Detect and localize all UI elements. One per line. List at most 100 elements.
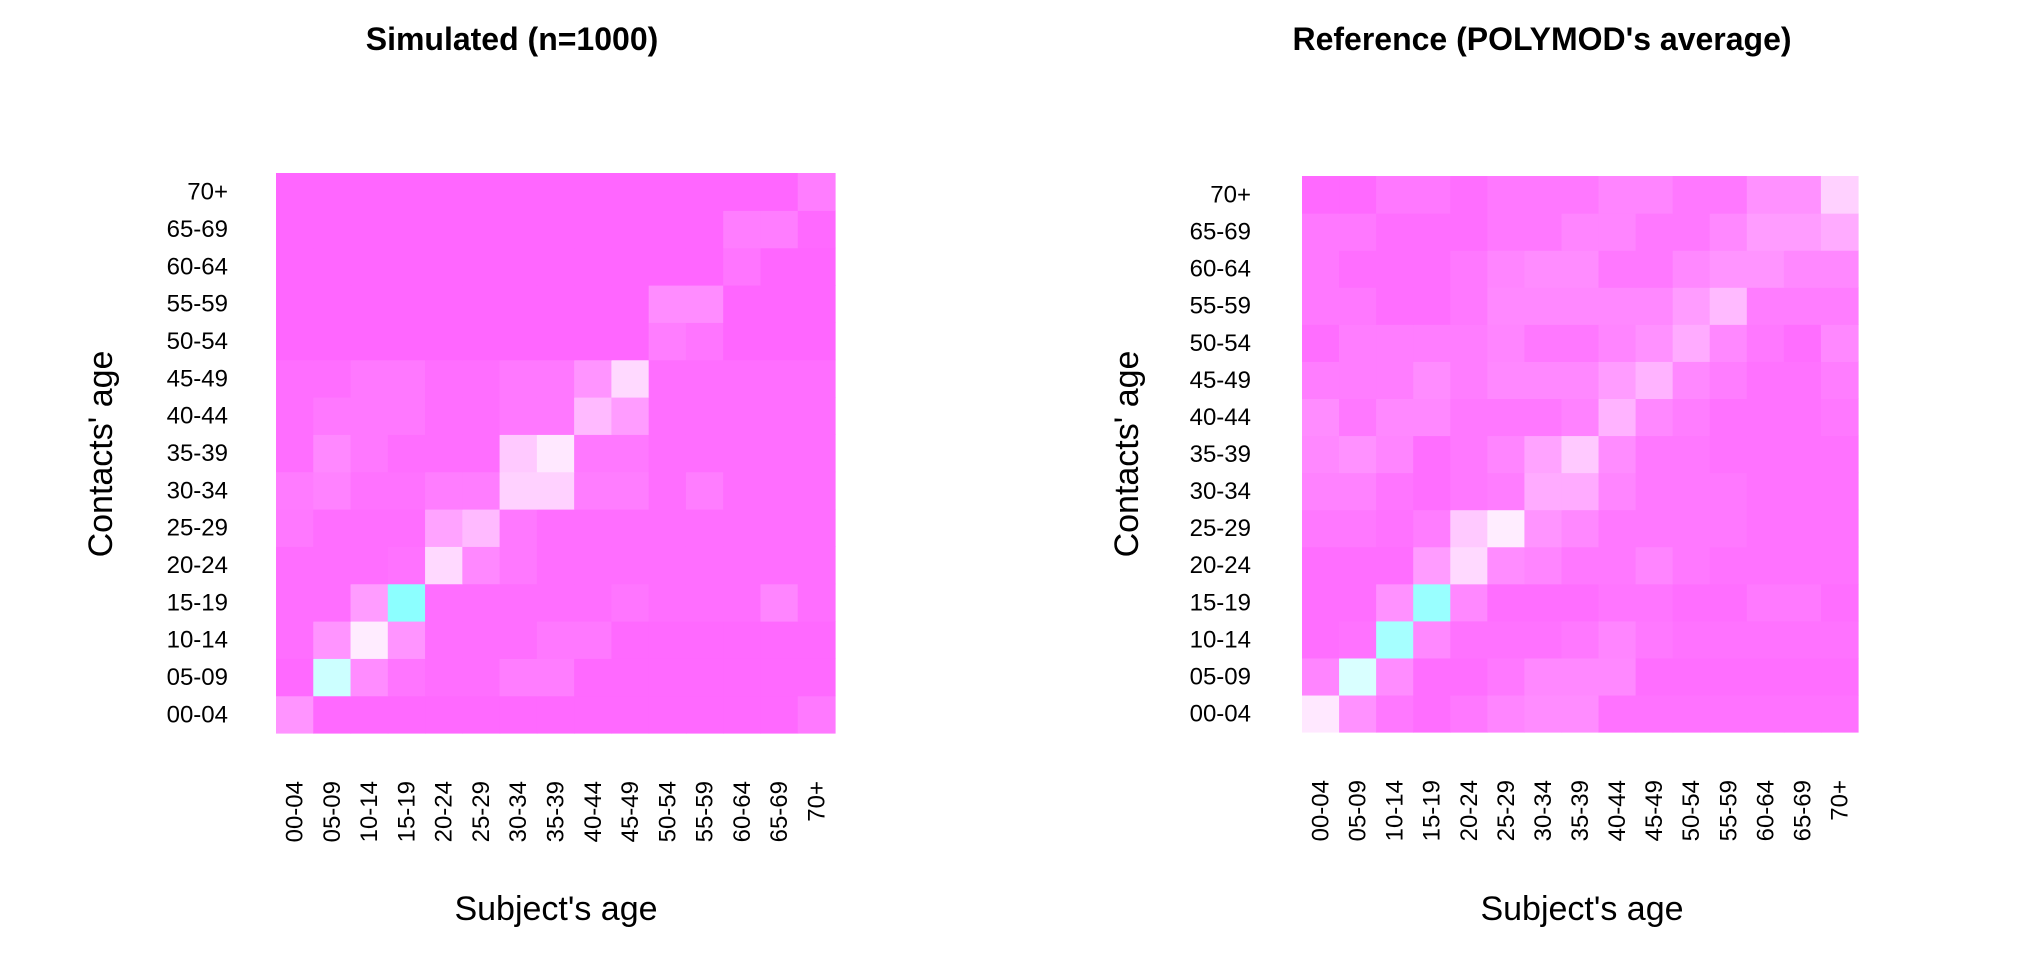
heatmap-cell-15-19-60-64 xyxy=(387,247,426,286)
heatmap-cell-70+-65-69 xyxy=(1820,213,1859,251)
heatmap-cell-25-29-50-54 xyxy=(462,322,501,361)
heatmap-cell-65-69-70+ xyxy=(760,173,799,211)
heatmap-cell-55-59-10-14 xyxy=(1709,620,1748,659)
y-tick-label: 70+ xyxy=(187,179,228,206)
x-tick-label: 45-49 xyxy=(617,781,644,842)
y-tick-label: 45-49 xyxy=(167,365,228,392)
x-tick-label: 00-04 xyxy=(1308,780,1335,841)
y-tick-label: 30-34 xyxy=(1190,478,1251,505)
heatmap-cell-40-44-20-24 xyxy=(1598,546,1637,585)
x-tick-label: 20-24 xyxy=(1456,780,1483,841)
heatmap-cell-05-09-70+ xyxy=(1339,176,1377,214)
heatmap-cell-15-19-55-59 xyxy=(1413,287,1451,325)
heatmap-cell-05-09-65-69 xyxy=(313,210,352,249)
heatmap-cell-20-24-15-19 xyxy=(425,583,463,622)
heatmap-cell-00-04-70+ xyxy=(276,173,314,211)
heatmap-cell-30-34-35-39 xyxy=(499,434,538,473)
heatmap-cell-55-59-45-49 xyxy=(1709,361,1748,399)
heatmap-cell-10-14-30-34 xyxy=(1376,472,1414,511)
heatmap-cell-30-34-55-59 xyxy=(499,285,538,323)
heatmap-cell-20-24-30-34 xyxy=(425,471,463,510)
heatmap-cell-50-54-70+ xyxy=(648,173,687,211)
heatmap-cell-40-44-55-59 xyxy=(574,285,612,323)
heatmap-cell-50-54-40-44 xyxy=(648,397,687,435)
heatmap-cell-35-39-60-64 xyxy=(1561,250,1600,288)
heatmap-cell-65-69-50-54 xyxy=(760,322,799,361)
heatmap-cell-65-69-55-59 xyxy=(1783,287,1822,325)
heatmap-cell-35-39-25-29 xyxy=(1561,509,1600,548)
heatmap-cell-20-24-00-04 xyxy=(1450,694,1488,733)
heatmap-cell-55-59-50-54 xyxy=(1709,324,1748,362)
heatmap-cell-35-39-55-59 xyxy=(536,285,575,323)
heatmap-cell-50-54-60-64 xyxy=(1672,250,1711,288)
heatmap-cell-55-59-20-24 xyxy=(1709,546,1748,585)
x-tick-label: 15-19 xyxy=(393,781,420,842)
heatmap-cell-50-54-20-24 xyxy=(1672,546,1711,585)
heatmap-cell-65-69-65-69 xyxy=(1783,213,1822,251)
heatmap-cell-15-19-25-29 xyxy=(387,509,426,547)
heatmap-cell-50-54-05-09 xyxy=(648,658,687,697)
heatmap-cell-30-34-15-19 xyxy=(499,583,538,622)
heatmap-cell-65-69-30-34 xyxy=(1783,472,1822,511)
y-axis-title: Contacts' age xyxy=(1108,351,1146,558)
heatmap-cell-35-39-00-04 xyxy=(536,695,575,734)
heatmap-cell-55-59-40-44 xyxy=(685,397,724,435)
heatmap-cell-60-64-30-34 xyxy=(723,471,762,510)
heatmap-cell-60-64-45-49 xyxy=(723,359,762,398)
heatmap-cell-65-69-60-64 xyxy=(1783,250,1822,288)
heatmap-cell-05-09-45-49 xyxy=(313,359,352,398)
heatmap-cell-70+-45-49 xyxy=(1820,361,1859,399)
heatmap-cell-05-09-15-19 xyxy=(313,583,352,622)
heatmap-cell-40-44-30-34 xyxy=(574,471,612,510)
heatmap-cell-40-44-35-39 xyxy=(1598,435,1637,474)
heatmap-cell-20-24-05-09 xyxy=(425,658,463,697)
heatmap-cell-60-64-70+ xyxy=(723,173,762,211)
heatmap-cell-25-29-40-44 xyxy=(462,397,501,435)
heatmap-cell-45-49-70+ xyxy=(611,173,650,211)
heatmap-cell-70+-60-64 xyxy=(1820,250,1859,288)
heatmap-cell-50-54-25-29 xyxy=(648,509,687,547)
x-tick-label: 45-49 xyxy=(1641,780,1668,841)
heatmap-cell-70+-25-29 xyxy=(1820,509,1859,548)
heatmap-cell-30-34-45-49 xyxy=(1524,361,1563,399)
heatmap-cell-05-09-15-19 xyxy=(1339,583,1377,622)
heatmap-cell-70+-30-34 xyxy=(797,471,836,510)
heatmap-cell-35-39-65-69 xyxy=(536,210,575,249)
x-tick-label: 55-59 xyxy=(1715,780,1742,841)
heatmap-cell-20-24-40-44 xyxy=(1450,398,1488,437)
y-tick-labels: 00-04 05-09 10-14 15-19 20-24 25-29 30-34 35-39… xyxy=(1190,182,1251,728)
heatmap-cell-00-04-30-34 xyxy=(276,471,314,510)
heatmap-cell-10-14-45-49 xyxy=(350,359,389,398)
heatmap-cell-10-14-20-24 xyxy=(1376,546,1414,585)
heatmap-cell-40-44-25-29 xyxy=(1598,509,1637,548)
heatmap-cell-00-04-65-69 xyxy=(276,210,314,249)
heatmap-cell-30-34-10-14 xyxy=(1524,620,1563,659)
heatmap-cell-20-24-20-24 xyxy=(425,546,463,585)
heatmap-cell-40-44-60-64 xyxy=(1598,250,1637,288)
heatmap-cell-00-04-20-24 xyxy=(276,546,314,585)
heatmap-cell-05-09-05-09 xyxy=(1339,657,1377,696)
heatmap-cell-50-54-30-34 xyxy=(1672,472,1711,511)
y-tick-label: 50-54 xyxy=(1190,330,1251,357)
heatmap-cell-65-69-25-29 xyxy=(760,509,799,547)
heatmap-cell-70+-65-69 xyxy=(797,210,836,249)
heatmap-cell-25-29-70+ xyxy=(462,173,501,211)
heatmap-cell-35-39-50-54 xyxy=(1561,324,1600,362)
heatmap-cell-30-34-50-54 xyxy=(1524,324,1563,362)
heatmap-cell-40-44-05-09 xyxy=(1598,657,1637,696)
heatmap-cell-25-29-10-14 xyxy=(462,621,501,659)
heatmap-cell-40-44-00-04 xyxy=(1598,694,1637,733)
y-tick-label: 60-64 xyxy=(1190,256,1251,283)
heatmap-cell-05-09-55-59 xyxy=(313,285,352,323)
heatmap-cell-70+-25-29 xyxy=(797,509,836,547)
heatmap-cell-30-34-70+ xyxy=(499,173,538,211)
y-tick-label: 10-14 xyxy=(1190,626,1251,653)
y-tick-label: 05-09 xyxy=(1190,663,1251,690)
heatmap-cell-40-44-15-19 xyxy=(1598,583,1637,622)
heatmap-cell-15-19-35-39 xyxy=(1413,435,1451,474)
heatmap-cell-15-19-20-24 xyxy=(1413,546,1451,585)
heatmap-cell-20-24-50-54 xyxy=(1450,324,1488,362)
heatmap-cell-60-64-25-29 xyxy=(723,509,762,547)
heatmap-cell-25-29-70+ xyxy=(1487,176,1525,214)
heatmap-cell-30-34-20-24 xyxy=(1524,546,1563,585)
